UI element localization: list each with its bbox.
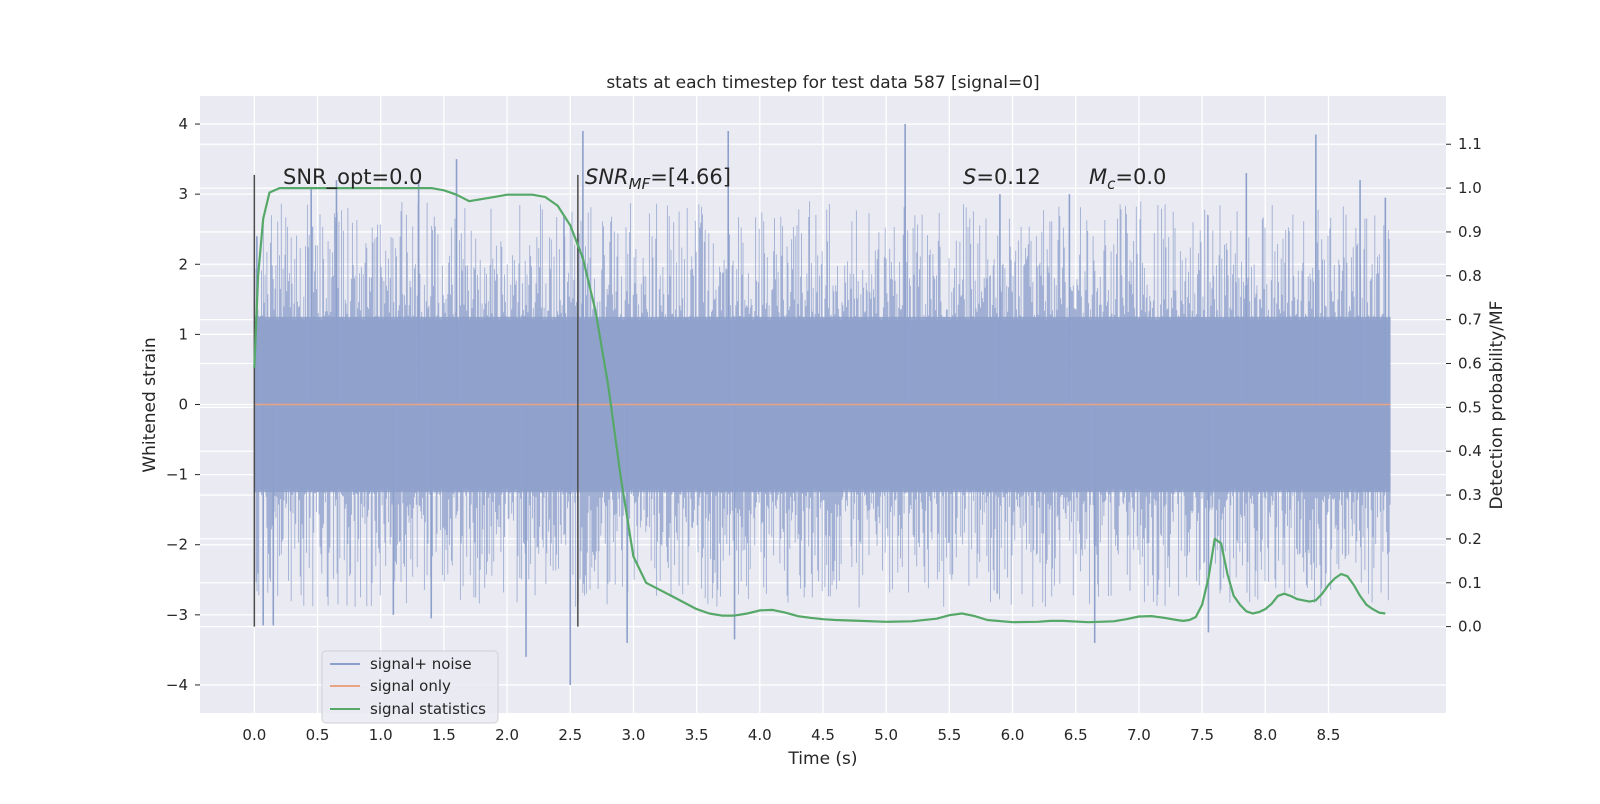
y2-tick-label: 0.8 — [1458, 267, 1482, 285]
y2-tick-label: 0.6 — [1458, 354, 1482, 372]
x-tick-label: 0.0 — [242, 726, 266, 744]
x-tick-label: 1.0 — [369, 726, 393, 744]
y-tick-label: 2 — [178, 255, 188, 273]
y-tick-label: −4 — [166, 676, 188, 694]
annotation-mc-value: =0.0 — [1115, 165, 1166, 189]
annotation-mc-subscript: c — [1107, 175, 1116, 193]
x-tick-label: 2.5 — [558, 726, 582, 744]
y-tick-label: 3 — [178, 185, 188, 203]
legend-box — [321, 650, 499, 724]
y-axis-label: Whitened strain — [140, 337, 160, 472]
y2-axis-label: Detection probability/MF — [1487, 301, 1507, 510]
y-tick-label: 1 — [178, 325, 188, 343]
y-tick-label: −3 — [166, 606, 188, 624]
series-signal-statistics-line — [253, 187, 1386, 624]
annotation-snr-mf-symbol: SNR — [585, 165, 629, 189]
y-tick-label: −1 — [166, 466, 188, 484]
x-tick-label: 6.5 — [1064, 726, 1088, 744]
x-tick-label: 5.0 — [874, 726, 898, 744]
x-tick-label: 3.0 — [622, 726, 646, 744]
y2-tick-label: 1.1 — [1458, 135, 1482, 153]
x-tick-label: 4.0 — [748, 726, 772, 744]
y2-tick-label: 0.5 — [1458, 398, 1482, 416]
x-tick-label: 6.0 — [1001, 726, 1025, 744]
y2-tick-label: 0.9 — [1458, 223, 1482, 241]
y2-tick-label: 0.7 — [1458, 311, 1482, 329]
y-tick-label: 4 — [178, 115, 188, 133]
vertical-markers — [253, 174, 579, 627]
legend-label-signal-noise: signal+ noise — [370, 655, 472, 673]
y2-tick-label: 0.3 — [1458, 486, 1482, 504]
annotation-mc: Mc=0.0 — [1089, 165, 1166, 193]
annotation-s-symbol: S — [963, 165, 976, 189]
y2-tick-label: 1.0 — [1458, 179, 1482, 197]
annotation-s-value: =0.12 — [976, 165, 1040, 189]
y2-tick-label: 0.0 — [1458, 618, 1482, 636]
y2-tick-label: 0.2 — [1458, 530, 1482, 548]
x-tick-label: 8.5 — [1317, 726, 1341, 744]
y2-tick-label: 0.1 — [1458, 574, 1482, 592]
x-tick-label: 2.0 — [495, 726, 519, 744]
annotation-snr-mf-subscript: MF — [629, 175, 651, 193]
y-tick-label: 0 — [178, 396, 188, 414]
x-tick-label: 7.5 — [1190, 726, 1214, 744]
legend: signal+ noise signal only signal statist… — [321, 650, 499, 724]
x-tick-label: 4.5 — [811, 726, 835, 744]
annotation-s: S=0.12 — [963, 165, 1041, 189]
x-tick-label: 1.5 — [432, 726, 456, 744]
x-tick-label: 8.0 — [1253, 726, 1277, 744]
annotation-snr-mf: SNRMF=[4.66] — [585, 165, 731, 193]
annotation-snr-mf-value: =[4.66] — [650, 165, 731, 189]
x-axis-label: Time (s) — [787, 749, 857, 769]
x-tick-label: 0.5 — [306, 726, 330, 744]
x-tick-label: 3.5 — [685, 726, 709, 744]
y2-tick-label: 0.4 — [1458, 442, 1482, 460]
annotation-snr-opt: SNR_opt=0.0 — [283, 165, 423, 190]
y-tick-label: −2 — [166, 536, 188, 554]
legend-label-signal-statistics: signal statistics — [370, 700, 486, 718]
x-tick-label: 5.5 — [937, 726, 961, 744]
y-tick-labels: 4 3 2 1 0 −1 −2 −3 −4 — [166, 115, 188, 694]
annotation-mc-symbol: M — [1089, 165, 1107, 189]
x-tick-labels: 0.0 0.5 1.0 1.5 2.0 2.5 3.0 3.5 4.0 4.5 5.0 5.5 6.0 6… — [242, 726, 1340, 744]
chart-title: stats at each timestep for test data 587… — [606, 73, 1039, 93]
legend-label-signal-only: signal only — [370, 677, 451, 695]
x-tick-label: 7.0 — [1127, 726, 1151, 744]
y2-tick-labels: 1.1 1.0 0.9 0.8 0.7 0.6 0.5 0.4 0.3 0.2 0.1 0.0 — [1458, 135, 1482, 635]
